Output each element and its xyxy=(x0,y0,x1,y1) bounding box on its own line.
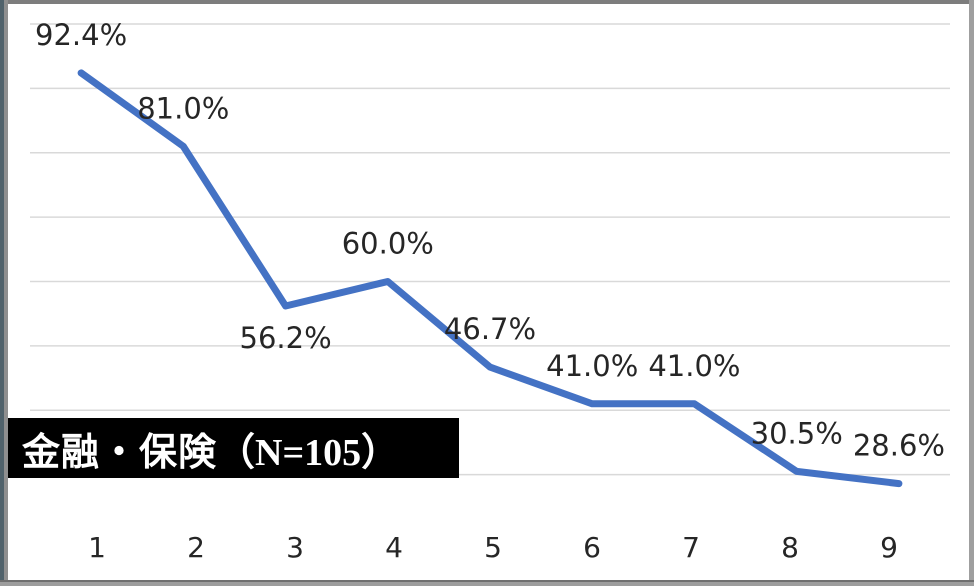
data-label: 30.5% xyxy=(751,416,843,450)
data-label: 28.6% xyxy=(853,429,945,463)
chart-title-box: 金融・保険 （N=105） xyxy=(8,418,459,478)
data-label: 46.7% xyxy=(444,312,536,346)
x-axis-label: 2 xyxy=(187,531,205,564)
window-border-top-icon xyxy=(0,0,974,4)
data-label: 41.0% xyxy=(546,349,638,383)
data-label: 81.0% xyxy=(137,91,229,125)
x-axis-label: 5 xyxy=(484,531,502,564)
window-border-left-icon xyxy=(0,0,8,586)
x-axis-label: 4 xyxy=(385,531,403,564)
x-axis-label: 1 xyxy=(88,531,106,564)
data-label: 56.2% xyxy=(240,321,332,355)
data-label: 41.0% xyxy=(648,349,740,383)
chart-title-sample: （N=105） xyxy=(217,431,400,474)
x-axis-label: 3 xyxy=(286,531,304,564)
data-label: 92.4% xyxy=(35,18,127,52)
series-line xyxy=(77,69,903,488)
chart-title-main: 金融・保険 xyxy=(22,429,218,474)
x-axis-label: 8 xyxy=(781,531,799,564)
data-label: 60.0% xyxy=(342,227,434,261)
x-axis-label: 6 xyxy=(583,531,601,564)
window-border-bottom-icon xyxy=(0,580,974,586)
window-border-right-icon xyxy=(969,0,974,586)
x-axis-label: 9 xyxy=(880,531,898,564)
x-axis-label: 7 xyxy=(682,531,700,564)
